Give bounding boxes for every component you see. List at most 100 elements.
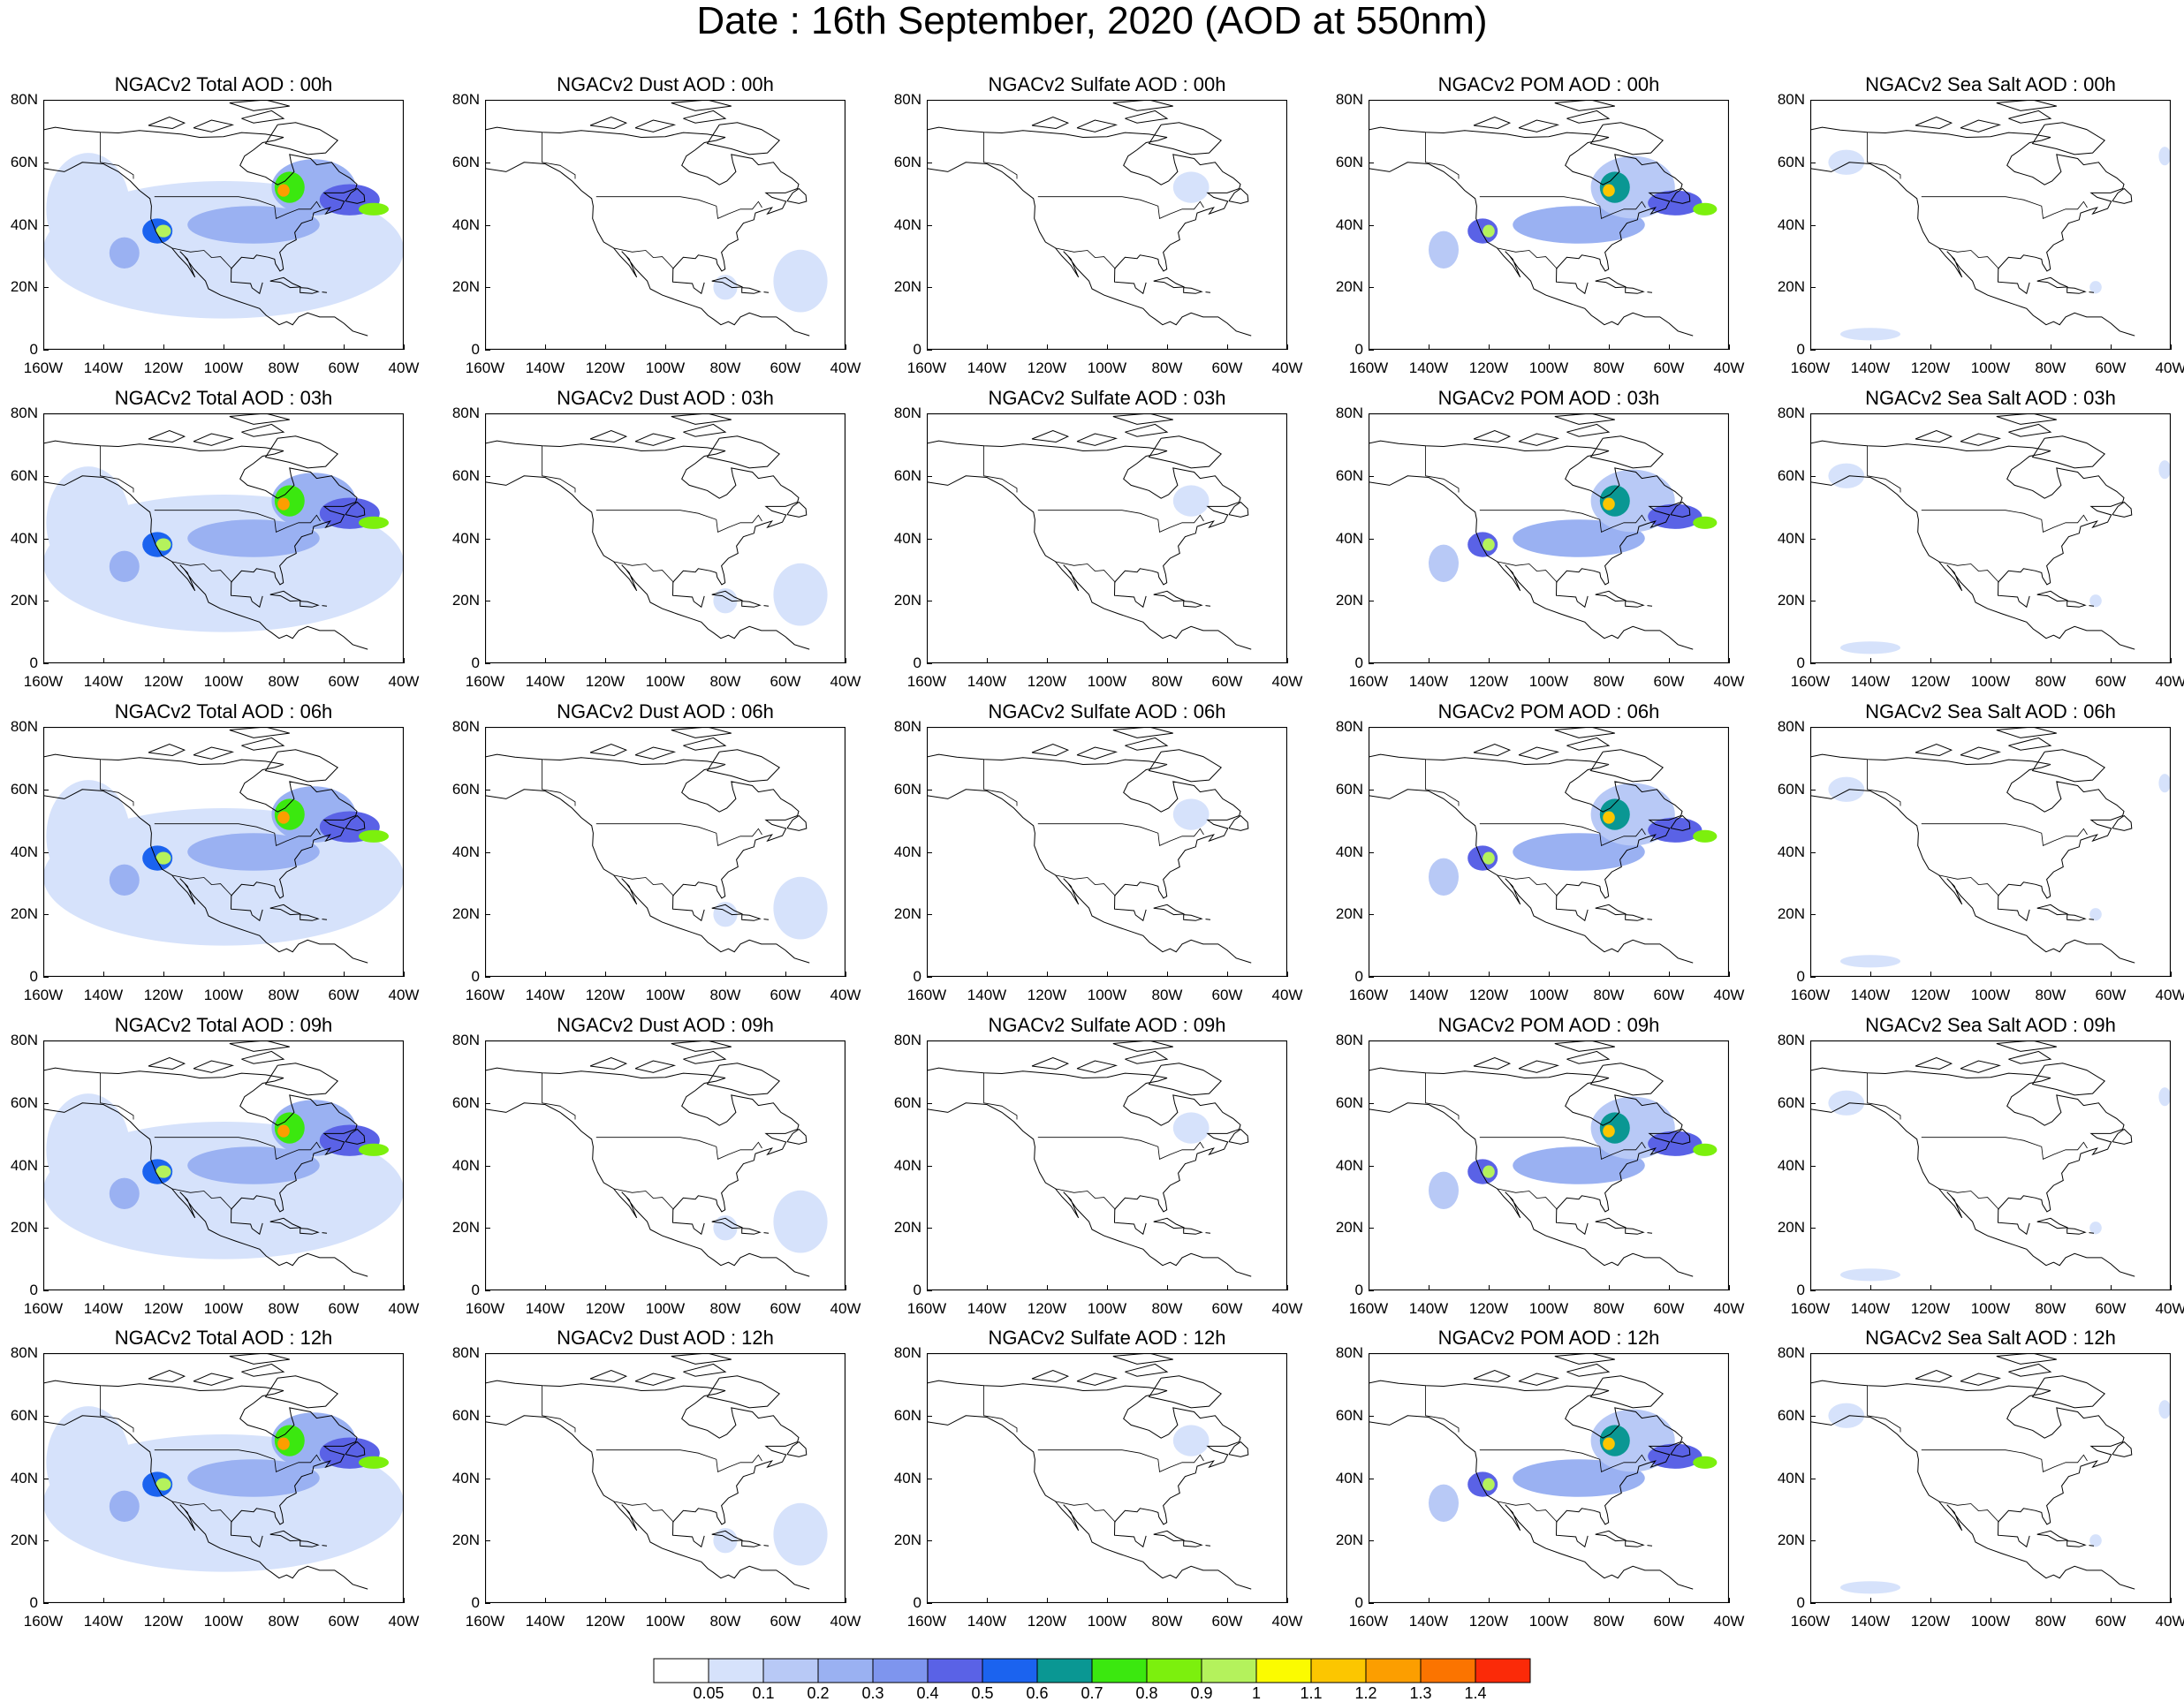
border-line	[595, 510, 762, 533]
lon-tick-mark	[605, 972, 606, 977]
figure-title: Date : 16th September, 2020 (AOD at 550n…	[696, 0, 1488, 42]
lon-tick-label: 160W	[23, 673, 64, 690]
island-outline	[2036, 1530, 2068, 1542]
lon-tick-mark	[103, 972, 104, 977]
coastline	[485, 475, 810, 650]
lat-tick-label: 0	[471, 1594, 480, 1611]
border-line	[1939, 874, 1999, 896]
island-outline	[1031, 429, 1070, 443]
lon-tick-mark	[344, 1598, 345, 1603]
lon-tick-label: 60W	[770, 359, 801, 376]
lon-tick-label: 120W	[1910, 1613, 1951, 1630]
lon-tick-mark	[725, 1598, 726, 1603]
lon-tick-mark	[485, 658, 486, 663]
aod-field-blob	[1483, 1478, 1495, 1491]
lon-tick-mark	[163, 1285, 164, 1290]
aod-field-blob	[1467, 218, 1498, 244]
lat-tick-mark	[43, 727, 49, 728]
lon-tick-mark	[1870, 344, 1871, 350]
aod-field-blob	[109, 1177, 140, 1210]
island-outline	[2066, 1540, 2087, 1547]
border-line	[1498, 1188, 1558, 1210]
lat-tick-mark	[1369, 538, 1374, 540]
lat-tick-label: 0	[1796, 1282, 1805, 1298]
lat-tick-label: 60N	[10, 153, 38, 170]
lon-tick-mark	[43, 1598, 44, 1603]
coastline	[43, 1102, 368, 1277]
lat-tick-label: 80N	[1335, 91, 1363, 108]
island-outline	[683, 1050, 727, 1064]
island-outline	[1076, 119, 1119, 132]
border-line	[1921, 1449, 2088, 1472]
island-outline	[706, 1063, 780, 1096]
lat-tick-label: 40N	[1335, 843, 1363, 860]
lon-tick-mark	[1287, 658, 1288, 663]
aod-field-blob	[1467, 845, 1498, 871]
border-line	[1867, 445, 1901, 493]
border-line	[1037, 1449, 1204, 1472]
panel-title: NGACv2 Sulfate AOD : 03h	[988, 387, 1226, 409]
panel-title: NGACv2 Sea Salt AOD : 00h	[1865, 73, 2116, 95]
lon-tick-label: 100W	[645, 1300, 686, 1317]
lon-tick-mark	[1489, 1598, 1490, 1603]
island-outline	[1183, 287, 1203, 294]
island-outline	[2031, 1063, 2105, 1096]
lat-tick-mark	[927, 350, 932, 351]
lon-tick-label: 60W	[770, 1300, 801, 1317]
lon-tick-mark	[1047, 972, 1048, 977]
lat-tick-label: 0	[471, 654, 480, 671]
island-outline	[1183, 1540, 1203, 1547]
lon-tick-label: 40W	[2155, 1300, 2184, 1317]
lon-tick-label: 60W	[770, 987, 801, 1003]
lat-tick-mark	[43, 1290, 49, 1291]
lon-tick-mark	[1107, 1285, 1108, 1290]
aod-field-blob	[1828, 1403, 1865, 1428]
lat-tick-label: 20N	[451, 1219, 480, 1237]
lon-tick-label: 140W	[83, 673, 124, 690]
lon-tick-mark	[665, 658, 666, 663]
lon-tick-mark	[1287, 1598, 1288, 1603]
lon-tick-label: 40W	[1713, 1300, 1745, 1317]
lon-tick-label: 160W	[465, 673, 505, 690]
island-outline	[1915, 743, 1953, 757]
lon-tick-label: 80W	[268, 987, 300, 1003]
lon-tick-label: 120W	[585, 359, 626, 376]
lat-tick-mark	[1810, 851, 1816, 853]
lon-tick-label: 60W	[1211, 1613, 1243, 1630]
plot-background	[927, 1040, 1287, 1290]
lon-tick-mark	[103, 1285, 104, 1290]
lon-tick-mark	[1609, 972, 1610, 977]
coastline	[1810, 1415, 2135, 1590]
lon-tick-mark	[785, 658, 786, 663]
lat-tick-label: 80N	[1335, 1344, 1363, 1361]
lat-tick-label: 20N	[10, 278, 38, 296]
border-line	[1425, 1385, 1460, 1433]
coastline	[1369, 162, 1694, 337]
border-line	[1479, 823, 1646, 846]
map-plot	[43, 100, 404, 350]
lon-tick-label: 160W	[465, 1613, 505, 1630]
lon-tick-label: 40W	[1271, 359, 1303, 376]
lon-tick-label: 140W	[967, 673, 1007, 690]
island-outline	[1183, 1228, 1203, 1235]
island-outline	[193, 746, 235, 760]
lon-tick-mark	[103, 658, 104, 663]
island-outline	[1205, 1545, 1211, 1547]
lon-tick-mark	[1107, 344, 1108, 350]
lon-tick-mark	[2171, 1285, 2172, 1290]
lon-tick-label: 160W	[23, 359, 64, 376]
coastline	[43, 753, 358, 922]
panel-title: NGACv2 POM AOD : 09h	[1437, 1014, 1660, 1036]
island-outline	[264, 1063, 338, 1096]
lon-tick-mark	[1227, 972, 1228, 977]
lon-tick-label: 160W	[1348, 359, 1389, 376]
lon-tick-label: 40W	[830, 1300, 861, 1317]
island-outline	[1595, 904, 1627, 916]
lon-tick-label: 80W	[1593, 1300, 1625, 1317]
lon-tick-mark	[1930, 972, 1931, 977]
island-outline	[634, 119, 677, 132]
aod-field-blob	[773, 1190, 828, 1253]
lon-tick-mark	[163, 344, 164, 350]
lat-tick-mark	[485, 413, 490, 414]
lat-tick-mark	[485, 1228, 490, 1229]
